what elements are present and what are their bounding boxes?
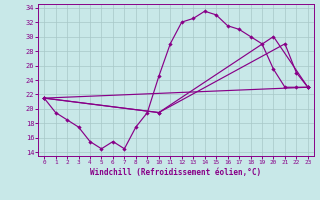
X-axis label: Windchill (Refroidissement éolien,°C): Windchill (Refroidissement éolien,°C)	[91, 168, 261, 177]
